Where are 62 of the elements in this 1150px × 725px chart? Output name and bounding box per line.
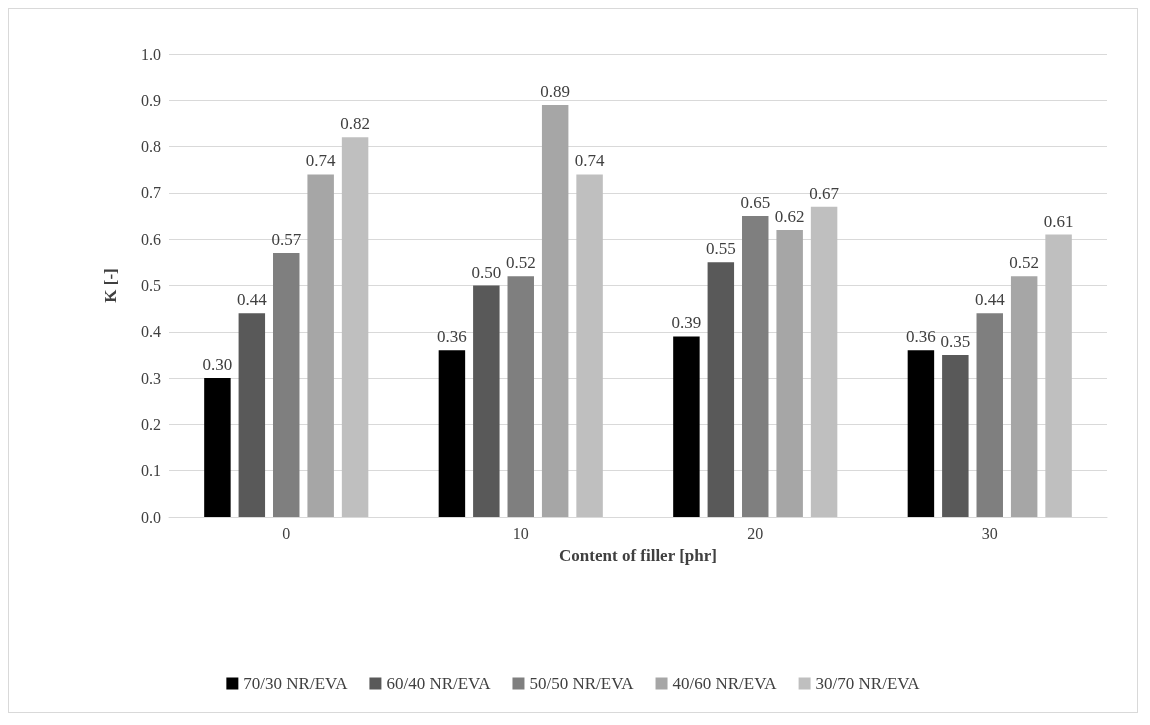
bar <box>907 350 935 517</box>
legend-label: 30/70 NR/EVA <box>815 674 921 693</box>
text: 0.2 <box>141 415 161 433</box>
text: 0.8 <box>141 138 161 156</box>
x-tick-label: 30 <box>981 524 998 542</box>
data-label: 0.35 <box>940 331 971 351</box>
legend-label: 50/50 NR/EVA <box>529 674 635 693</box>
text: 1.0 <box>141 45 161 63</box>
bar <box>507 276 534 517</box>
text: 0.9 <box>141 91 161 109</box>
bar <box>776 229 803 517</box>
text: 0.4 <box>141 323 161 341</box>
legend-label: 60/40 NR/EVA <box>386 674 492 693</box>
data-label: 0.65 <box>740 193 771 213</box>
bar <box>273 253 300 517</box>
x-tick-label: 20 <box>747 524 764 542</box>
bar <box>1010 276 1038 517</box>
data-label: 0.62 <box>774 206 805 226</box>
data-label: 0.30 <box>202 355 233 375</box>
x-axis-title: Content of filler [phr] <box>559 546 717 565</box>
text: 0.0 <box>141 508 161 526</box>
data-label: 0.50 <box>471 262 502 282</box>
data-label: 0.74 <box>574 151 605 171</box>
bar <box>307 174 334 517</box>
x-tick-label: 0 <box>282 524 291 542</box>
bar <box>976 313 1003 517</box>
data-label: 0.39 <box>671 313 702 333</box>
text: 0.7 <box>141 184 161 202</box>
data-label: 0.57 <box>271 230 302 250</box>
text: 0.6 <box>141 230 161 248</box>
text: 0.1 <box>141 462 161 480</box>
legend-label: 40/60 NR/EVA <box>672 674 778 693</box>
data-label: 0.52 <box>1009 253 1040 273</box>
bar <box>438 350 466 517</box>
data-label: 0.44 <box>974 290 1006 310</box>
data-label: 0.89 <box>540 81 571 101</box>
data-label: 0.44 <box>236 290 268 310</box>
text: 0.5 <box>141 277 161 294</box>
bar <box>742 216 769 517</box>
bar <box>341 137 369 517</box>
data-label: 0.55 <box>705 239 736 259</box>
bar <box>942 354 969 517</box>
bar <box>576 174 603 517</box>
bar <box>707 262 735 517</box>
data-label: 0.52 <box>505 253 536 273</box>
text: 0.3 <box>141 369 161 387</box>
data-label: 0.82 <box>340 114 370 134</box>
bar <box>204 378 231 517</box>
data-label: 0.36 <box>906 327 936 347</box>
data-label: 0.67 <box>809 183 840 203</box>
bar <box>541 104 569 517</box>
data-label: 0.36 <box>437 327 467 347</box>
y-axis-title: K [-] <box>101 268 120 303</box>
bar <box>673 336 700 517</box>
bar <box>473 285 500 517</box>
x-tick-label: 10 <box>512 524 529 542</box>
bar <box>810 206 838 517</box>
data-label: 0.74 <box>305 151 337 171</box>
data-label: 0.61 <box>1043 211 1074 231</box>
bar <box>238 313 266 517</box>
legend-label: 70/30 NR/EVA <box>243 674 349 693</box>
bar <box>1045 234 1072 517</box>
